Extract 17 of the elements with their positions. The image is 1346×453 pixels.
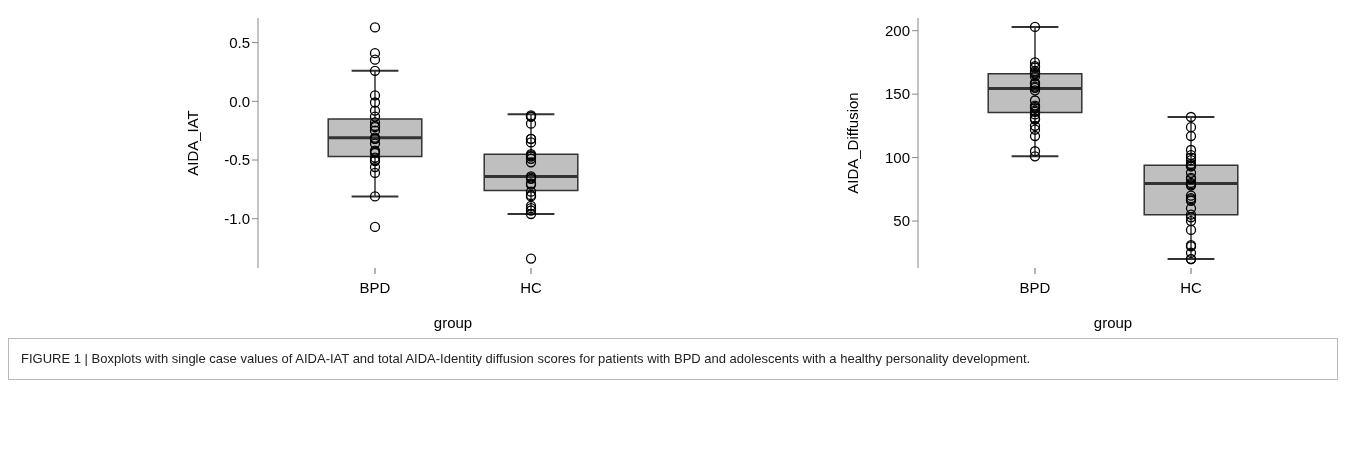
y-tick-label: -0.5 xyxy=(224,151,250,169)
x-tick-label: HC xyxy=(520,278,542,296)
x-tick-label: BPD xyxy=(1019,278,1051,296)
x-tick-label: BPD xyxy=(359,278,391,296)
y-tick-label: 0.0 xyxy=(229,92,250,110)
y-tick-label: 50 xyxy=(893,212,910,230)
x-axis-title: group xyxy=(433,314,473,331)
x-axis-title: group xyxy=(1093,314,1133,331)
caption: FIGURE 1 | Boxplots with single case values of AIDA-IAT and total AIDA-Identity diffusion scores for patients with BPD and adolescents with a healthy personality development. xyxy=(8,338,1338,380)
y-tick-label: -1.0 xyxy=(224,210,250,228)
x-tick-label: HC xyxy=(1180,278,1202,296)
y-tick-label: 0.5 xyxy=(229,33,250,51)
y-tick-label: 200 xyxy=(884,22,910,40)
y-axis-title: AIDA_Diffusion xyxy=(844,92,862,194)
y-axis-title: AIDA_IAT xyxy=(184,110,202,176)
y-tick-label: 100 xyxy=(884,148,910,166)
y-tick-label: 150 xyxy=(884,85,910,103)
